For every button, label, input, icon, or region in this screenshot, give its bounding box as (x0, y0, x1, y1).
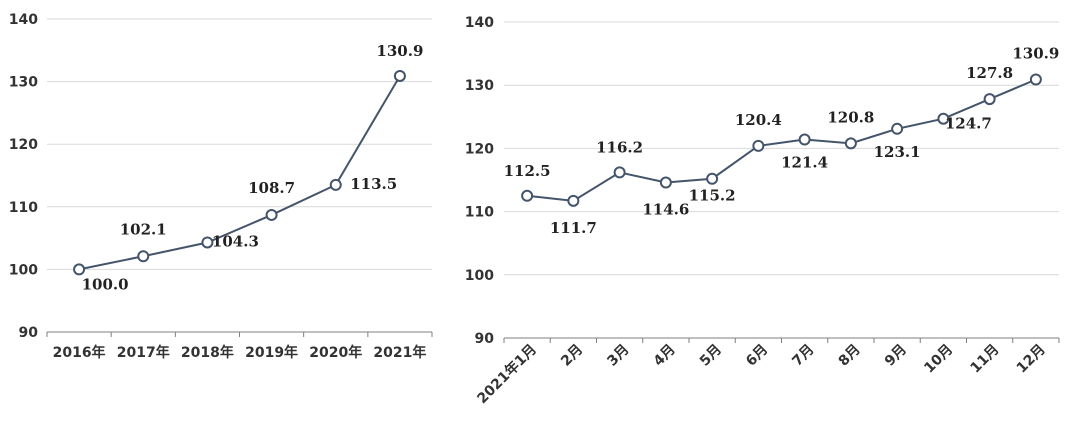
x-tick-label: 9月 (882, 342, 910, 370)
data-label: 102.1 (120, 220, 167, 238)
data-point (1029, 73, 1042, 86)
data-point (983, 93, 996, 106)
x-tick-label: 2020年 (309, 344, 362, 361)
data-point (201, 236, 214, 249)
x-tick-label: 2018年 (181, 344, 234, 361)
data-label: 100.0 (82, 275, 129, 293)
x-tick-label: 3月 (604, 342, 632, 370)
x-tick-label: 6月 (743, 342, 771, 370)
y-tick-label: 130 (465, 78, 494, 94)
y-tick-label: 120 (465, 141, 494, 157)
x-tick-label: 2019年 (245, 344, 298, 361)
data-label: 123.1 (874, 143, 921, 161)
data-point (393, 69, 406, 82)
data-point (844, 137, 857, 150)
x-tick-label: 2021年1月 (474, 341, 540, 407)
y-tick-label: 100 (465, 268, 494, 284)
data-point (891, 122, 904, 135)
data-label: 114.6 (642, 201, 689, 219)
x-tick-label: 5月 (697, 342, 725, 370)
y-tick-label: 120 (9, 137, 38, 153)
data-label: 127.8 (966, 64, 1013, 82)
data-point (73, 263, 86, 276)
x-tick-label: 2017年 (117, 344, 170, 361)
data-label: 104.3 (212, 232, 259, 250)
series-line (527, 78, 1037, 202)
data-point (752, 139, 765, 152)
data-label: 120.4 (735, 111, 782, 129)
y-tick-label: 100 (9, 262, 38, 278)
y-tick-label: 140 (9, 12, 38, 28)
x-tick-label: 8月 (836, 342, 864, 370)
data-label: 111.7 (550, 219, 597, 237)
data-label: 120.8 (827, 108, 874, 126)
data-label: 112.5 (504, 162, 551, 180)
y-tick-label: 140 (465, 15, 494, 31)
data-point (137, 250, 150, 263)
data-point (659, 176, 672, 189)
data-point (937, 112, 950, 125)
y-tick-label: 130 (9, 75, 38, 91)
data-point (265, 208, 278, 221)
data-point (329, 178, 342, 191)
data-label: 124.7 (945, 115, 992, 133)
x-tick-label: 11月 (967, 342, 1002, 377)
y-tick-label: 110 (9, 200, 38, 216)
data-label: 130.9 (376, 42, 423, 60)
data-label: 108.7 (248, 179, 295, 197)
data-point (613, 166, 626, 179)
data-label: 130.9 (1012, 45, 1059, 63)
y-tick-label: 110 (465, 205, 494, 221)
data-point (567, 194, 580, 207)
x-tick-label: 2021年 (373, 344, 426, 361)
x-tick-label: 2016年 (53, 344, 106, 361)
data-label: 116.2 (596, 138, 643, 156)
data-label: 115.2 (689, 187, 736, 205)
data-label: 121.4 (781, 154, 828, 172)
x-tick-label: 2月 (558, 342, 586, 370)
data-point (798, 133, 811, 146)
x-tick-label: 12月 (1014, 342, 1049, 377)
x-tick-label: 7月 (789, 342, 817, 370)
x-tick-label: 10月 (921, 342, 956, 377)
series-line (78, 75, 401, 271)
data-point (521, 189, 534, 202)
y-tick-label: 90 (19, 325, 39, 341)
y-tick-label: 90 (475, 331, 495, 347)
data-label: 113.5 (350, 175, 397, 193)
x-tick-label: 4月 (651, 342, 679, 370)
data-point (706, 172, 719, 185)
